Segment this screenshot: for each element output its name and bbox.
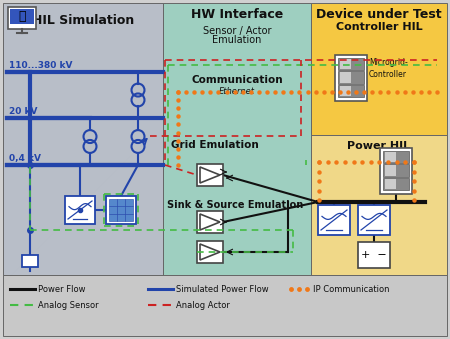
Polygon shape: [200, 214, 220, 230]
Bar: [22, 255, 38, 267]
Text: Simulated Power Flow: Simulated Power Flow: [176, 284, 269, 294]
Bar: [383, 164, 409, 177]
Text: +  −: + −: [361, 250, 387, 260]
Text: HW Interface: HW Interface: [191, 8, 283, 21]
Text: Power HIL: Power HIL: [347, 141, 410, 151]
Text: Analog Sensor: Analog Sensor: [38, 300, 99, 310]
Bar: [3, 3, 163, 275]
Bar: [117, 199, 125, 206]
Text: Analog Actor: Analog Actor: [176, 300, 230, 310]
Bar: [125, 199, 133, 206]
Bar: [117, 206, 125, 214]
Text: 🖥: 🖥: [18, 9, 26, 22]
Text: Communication: Communication: [191, 75, 283, 85]
Bar: [383, 151, 409, 163]
Text: 110...380 kV: 110...380 kV: [9, 61, 72, 70]
Text: Sink & Source Emulation: Sink & Source Emulation: [167, 200, 303, 210]
Text: Device under Test: Device under Test: [316, 8, 442, 21]
Bar: [197, 241, 223, 263]
Text: Controller HIL: Controller HIL: [336, 22, 422, 32]
Text: Ethernet: Ethernet: [219, 87, 255, 96]
Text: 20 kV: 20 kV: [9, 107, 37, 116]
Text: Grid Emulation: Grid Emulation: [171, 140, 259, 150]
Bar: [340, 86, 351, 96]
Bar: [125, 214, 133, 221]
Bar: [65, 196, 95, 224]
Bar: [338, 71, 364, 84]
Bar: [10, 9, 34, 24]
Bar: [109, 199, 117, 206]
Bar: [338, 58, 364, 70]
Bar: [109, 214, 117, 221]
Bar: [340, 59, 351, 69]
Polygon shape: [200, 167, 220, 183]
Bar: [338, 85, 364, 97]
Text: IP Communication: IP Communication: [313, 284, 390, 294]
Bar: [8, 7, 36, 29]
Bar: [385, 165, 396, 176]
Bar: [358, 205, 390, 235]
Polygon shape: [200, 244, 220, 260]
Bar: [335, 55, 367, 101]
Bar: [109, 206, 117, 214]
Bar: [311, 135, 447, 275]
Bar: [380, 148, 412, 194]
Bar: [385, 179, 396, 189]
Bar: [318, 205, 350, 235]
Bar: [383, 178, 409, 190]
Bar: [340, 72, 351, 83]
Text: Emulation: Emulation: [212, 35, 262, 45]
Bar: [163, 3, 311, 275]
Bar: [311, 3, 447, 135]
Text: HIL Simulation: HIL Simulation: [32, 14, 134, 27]
Text: Power Flow: Power Flow: [38, 284, 86, 294]
Bar: [385, 152, 396, 162]
Bar: [125, 206, 133, 214]
Bar: [117, 214, 125, 221]
Bar: [358, 242, 390, 268]
Text: 0,4 kV: 0,4 kV: [9, 154, 41, 163]
Text: Microgrid-
Controller: Microgrid- Controller: [369, 58, 408, 79]
Bar: [3, 275, 447, 336]
Bar: [106, 196, 136, 224]
Text: Sensor / Actor: Sensor / Actor: [203, 26, 271, 36]
Bar: [197, 211, 223, 233]
Bar: [197, 164, 223, 186]
